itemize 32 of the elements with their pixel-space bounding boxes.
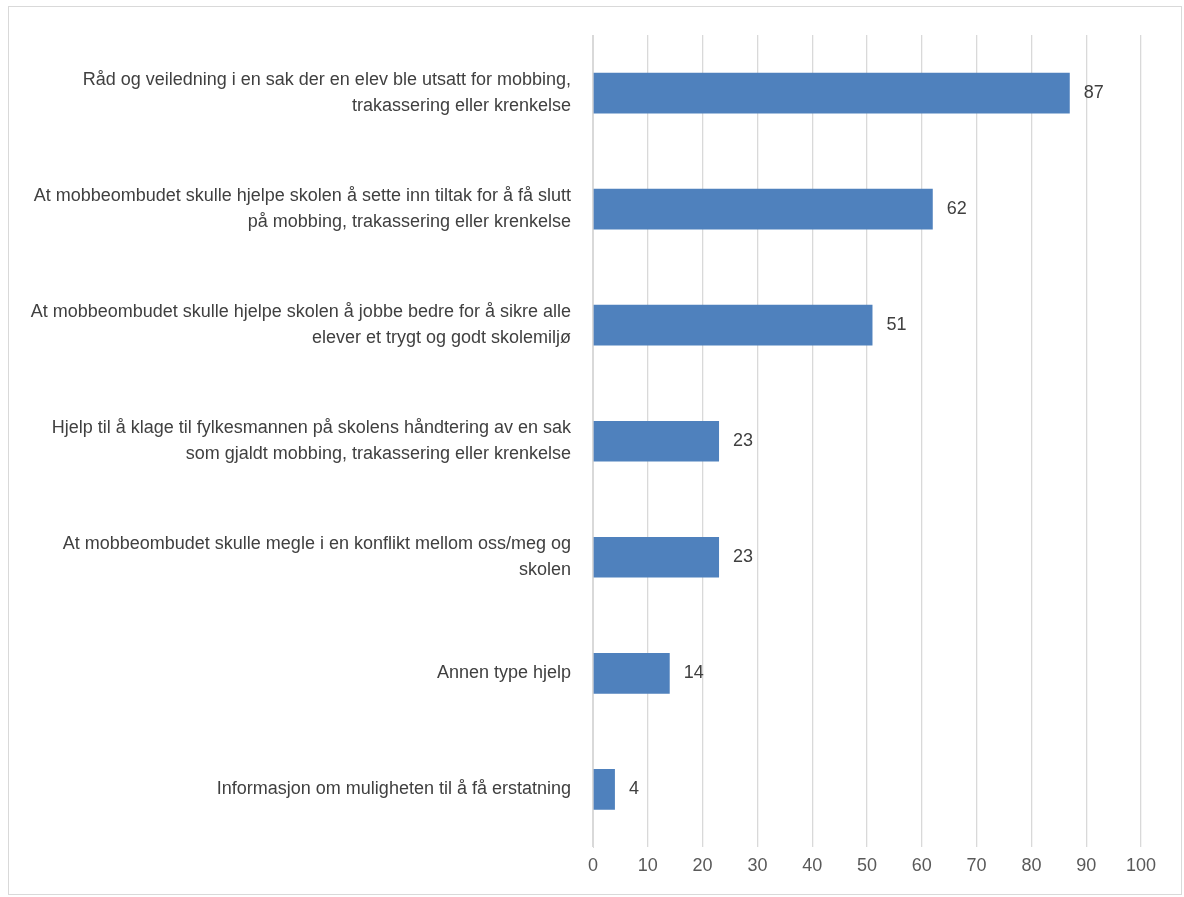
y-tick-label: At mobbeombudet skulle hjelpe skolen å jobbe bedre for å sikre alle elever et trygt og godt skolemiljø — [30, 301, 571, 348]
data-label: 87 — [1083, 82, 1104, 103]
bar — [593, 420, 720, 462]
y-tick-label: Råd og veiledning i en sak der en elev ble utsatt for mobbing, trakassering eller krenkelse — [82, 68, 571, 116]
y-tick-label: Hjelp til å klage til fylkesmannen på skolens håndtering av en sak som gjaldt mobbing, trakassering eller krenkelse — [51, 417, 572, 464]
y-tick-label: At mobbeombudet skulle hjelpe skolen å sette inn tiltak for å få slutt på mobbing, trakassering eller krenkelse — [33, 185, 571, 232]
x-tick-label: 100 — [1125, 855, 1157, 876]
data-label: 51 — [886, 314, 907, 335]
bar — [593, 188, 933, 230]
x-tick-label: 70 — [966, 855, 987, 876]
y-tick-label: Informasjon om muligheten til å få erstatning — [216, 778, 571, 799]
x-tick-label: 40 — [802, 855, 823, 876]
data-label: 62 — [946, 198, 967, 219]
bar — [593, 304, 873, 346]
y-tick-label: At mobbeombudet skulle megle i en konflikt mellom oss/meg og skolen — [62, 533, 571, 580]
x-tick-label: 30 — [747, 855, 768, 876]
x-tick-label: 0 — [587, 855, 599, 876]
x-tick-label: 10 — [637, 855, 658, 876]
bar — [593, 536, 720, 578]
y-tick-label: Annen type hjelp — [436, 662, 571, 683]
bar — [593, 769, 615, 810]
x-tick-label: 60 — [911, 855, 932, 876]
x-tick-label: 90 — [1076, 855, 1097, 876]
x-tick-label: 80 — [1021, 855, 1042, 876]
x-tick-label: 20 — [692, 855, 713, 876]
x-tick-label: 50 — [856, 855, 878, 876]
data-label: 14 — [683, 662, 704, 683]
bar — [593, 72, 1070, 114]
data-label: 23 — [733, 430, 754, 451]
bar — [593, 653, 670, 694]
data-label: 4 — [628, 778, 639, 799]
data-label: 23 — [733, 546, 754, 567]
